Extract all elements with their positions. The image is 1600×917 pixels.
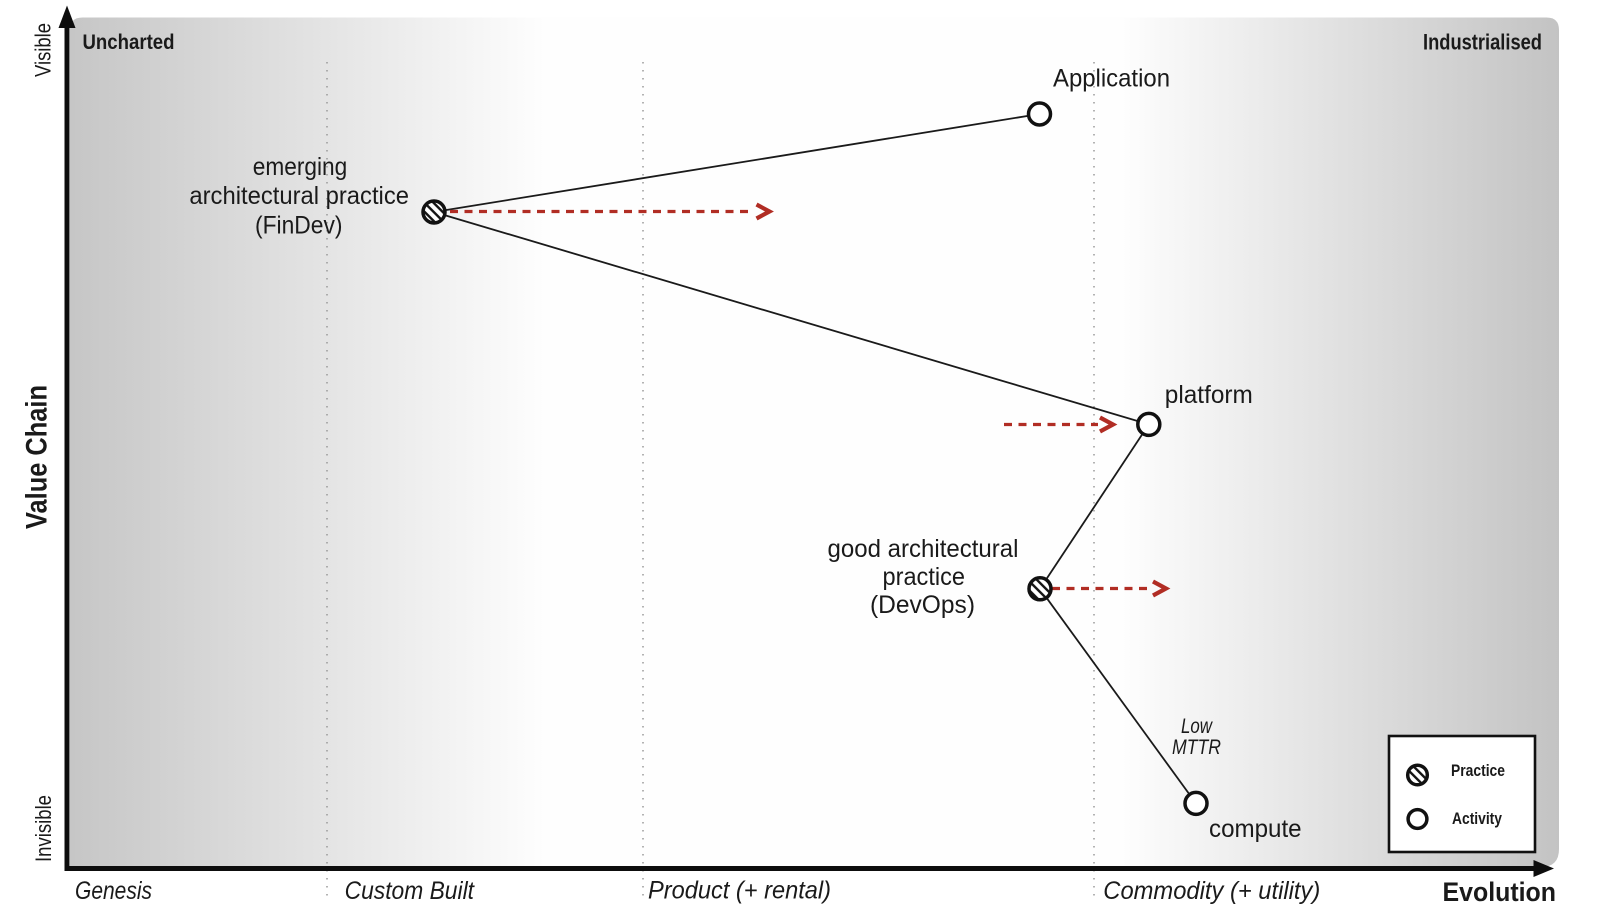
svg-text:MTTR: MTTR [1172,735,1221,759]
svg-text:Application: Application [1053,65,1170,93]
svg-text:Practice: Practice [1451,761,1505,780]
svg-text:architectural practice: architectural practice [189,182,409,210]
svg-text:Custom Built: Custom Built [345,877,475,905]
svg-text:Uncharted: Uncharted [83,30,175,54]
svg-text:Low: Low [1181,714,1213,738]
svg-text:Product (+ rental): Product (+ rental) [648,877,831,905]
svg-text:Value Chain: Value Chain [20,385,53,529]
svg-text:Evolution: Evolution [1443,877,1557,907]
svg-text:good architectural: good architectural [828,535,1019,563]
svg-text:Activity: Activity [1452,809,1502,828]
svg-text:Invisible: Invisible [31,795,56,862]
svg-text:practice: practice [883,563,966,591]
svg-text:platform: platform [1165,381,1253,409]
svg-text:compute: compute [1209,815,1302,843]
svg-text:emerging: emerging [253,153,348,181]
svg-text:Visible: Visible [31,23,56,77]
svg-text:(DevOps): (DevOps) [870,591,975,619]
svg-text:Genesis: Genesis [75,877,152,905]
svg-text:(FinDev): (FinDev) [255,212,343,240]
svg-text:Commodity (+ utility): Commodity (+ utility) [1103,877,1320,905]
svg-text:Industrialised: Industrialised [1423,30,1542,55]
